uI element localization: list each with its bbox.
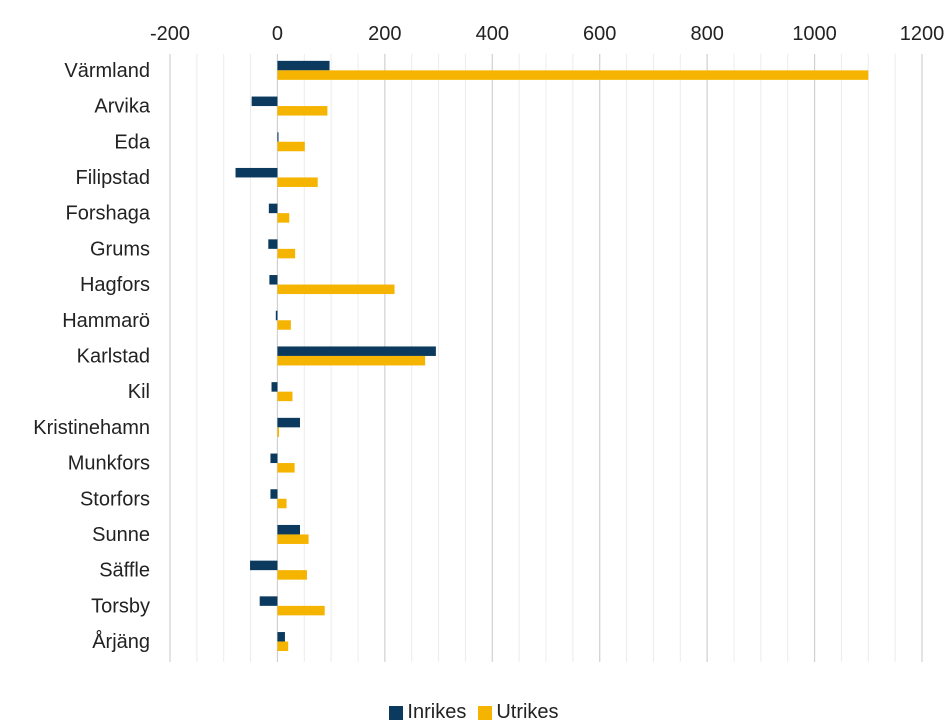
bar-utrikes xyxy=(277,70,869,80)
category-label: Arvika xyxy=(94,96,150,118)
category-label: Hagfors xyxy=(80,274,150,296)
category-labels: Värmland Arvika Eda Filipstad Forshaga Grums H… xyxy=(33,60,151,653)
x-tick-label: 0 xyxy=(272,23,283,45)
legend-item-inrikes: Inrikes xyxy=(389,701,466,724)
bar-utrikes xyxy=(277,605,325,616)
bar-utrikes xyxy=(277,391,293,402)
bar-utrikes xyxy=(277,141,305,152)
bar-utrikes xyxy=(277,284,395,295)
category-label: Munkfors xyxy=(68,453,150,475)
bar-inrikes xyxy=(275,310,278,321)
bar-inrikes xyxy=(277,632,285,642)
bar-utrikes xyxy=(277,106,328,116)
legend: Inrikes Utrikes xyxy=(0,700,948,725)
bar-utrikes xyxy=(277,641,289,652)
x-tick-label: 200 xyxy=(368,23,401,45)
bar-inrikes xyxy=(251,96,278,107)
category-label: Hammarö xyxy=(62,310,150,332)
x-axis-tick-labels: -200 0 200 400 600 800 1000 1200 xyxy=(150,23,944,45)
category-label: Värmland xyxy=(64,60,150,82)
legend-label-utrikes: Utrikes xyxy=(496,701,559,723)
bar-inrikes xyxy=(268,203,278,214)
x-tick-label: 1200 xyxy=(900,23,945,45)
category-label: Sunne xyxy=(92,524,150,546)
category-label: Storfors xyxy=(80,488,150,510)
bar-inrikes xyxy=(250,560,278,571)
legend-label-inrikes: Inrikes xyxy=(407,701,467,723)
legend-item-utrikes: Utrikes xyxy=(478,701,559,724)
category-label: Årjäng xyxy=(92,630,150,653)
category-label: Grums xyxy=(90,238,150,260)
bar-inrikes xyxy=(277,346,436,356)
x-tick-label: 800 xyxy=(690,23,723,45)
bar-inrikes xyxy=(269,275,278,285)
x-tick-label: 400 xyxy=(476,23,509,45)
bar-inrikes xyxy=(277,132,279,142)
category-label: Säffle xyxy=(99,560,150,582)
legend-swatch-utrikes xyxy=(478,705,493,720)
category-label: Kristinehamn xyxy=(33,417,150,439)
bar-inrikes xyxy=(277,417,300,428)
category-label: Forshaga xyxy=(66,203,151,225)
bar-utrikes xyxy=(277,498,287,509)
bar-utrikes xyxy=(277,320,291,330)
bar-inrikes xyxy=(271,382,278,392)
bar-inrikes xyxy=(270,453,278,464)
bar-inrikes xyxy=(259,596,278,606)
bar-inrikes xyxy=(270,489,278,499)
category-label: Torsby xyxy=(91,595,150,617)
legend-swatch-inrikes xyxy=(389,705,404,720)
bar-inrikes xyxy=(268,239,278,249)
bar-utrikes xyxy=(277,177,318,187)
category-label: Kil xyxy=(128,381,150,403)
x-tick-label: 600 xyxy=(583,23,616,45)
bar-utrikes xyxy=(277,213,290,223)
bar-utrikes xyxy=(277,463,295,473)
category-label: Eda xyxy=(114,131,150,153)
bar-inrikes xyxy=(277,524,300,535)
bar-utrikes xyxy=(277,427,280,437)
category-label: Karlstad xyxy=(77,345,150,367)
bar-utrikes xyxy=(277,355,426,366)
x-tick-label: 1000 xyxy=(792,23,837,45)
bar-utrikes xyxy=(277,534,309,544)
bar-chart-plot: -200 0 200 400 600 800 1000 1200 Värmland Arvika… xyxy=(33,23,944,662)
bar-inrikes xyxy=(235,167,278,178)
x-tick-label: -200 xyxy=(150,23,190,45)
category-label: Filipstad xyxy=(76,167,150,189)
bar-utrikes xyxy=(277,248,296,259)
bar-inrikes xyxy=(277,60,330,71)
gridlines xyxy=(169,54,923,662)
bars xyxy=(235,60,869,652)
bar-utrikes xyxy=(277,570,307,580)
